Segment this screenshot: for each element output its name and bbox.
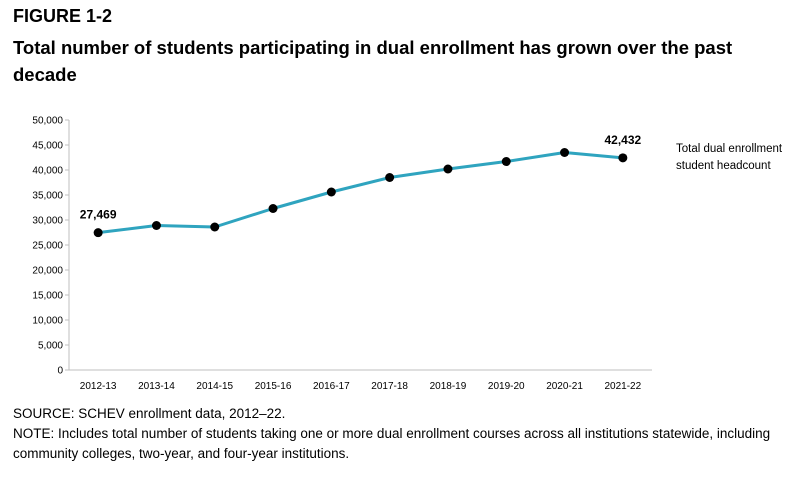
data-point [268,204,278,213]
x-axis-ticks: 2012-13 2013-14 2014-15 2015-16 2016-17 2017-… [80,381,642,392]
chart-axes [68,120,652,371]
y-tick-label: 0 [57,366,63,377]
data-labels: 27,469 42,432 [80,133,642,222]
data-point [618,153,628,163]
data-point [210,222,220,232]
y-tick-label: 45,000 [32,141,63,152]
legend: Total dual enrollment student headcount [676,143,783,172]
y-tick-label: 40,000 [32,166,63,177]
data-point [151,221,161,230]
y-tick-label: 20,000 [32,266,63,277]
x-tick-label: 2016-17 [313,381,350,392]
figure-label: FIGURE 1-2 [13,6,113,26]
x-tick-label: 2020-21 [546,381,583,392]
line-chart: 0 5,000 10,000 15,000 20,000 25,000 30,000 35,0… [32,116,783,393]
y-tick-label: 5,000 [38,341,63,352]
x-tick-label: 2014-15 [196,381,233,392]
x-tick-label: 2017-18 [371,381,408,392]
data-point [443,164,453,174]
x-tick-label: 2018-19 [430,381,467,392]
series-line [97,151,623,235]
x-tick-label: 2021-22 [604,381,641,392]
legend-label: Total dual enrollment [676,143,783,155]
y-tick-label: 15,000 [32,291,63,302]
data-point [93,228,103,238]
data-point [385,173,395,182]
y-tick-label: 50,000 [32,116,63,127]
data-label: 27,469 [80,208,117,222]
y-axis-ticks: 0 5,000 10,000 15,000 20,000 25,000 30,000 35,0… [32,116,69,377]
data-point [501,157,511,166]
chart-title: Total number of students participating i… [13,37,733,85]
x-tick-label: 2013-14 [138,381,175,392]
note-text: NOTE: Includes total number of students … [13,426,771,461]
x-tick-label: 2012-13 [80,381,117,392]
y-tick-label: 30,000 [32,216,63,227]
y-tick-label: 35,000 [32,191,63,202]
data-point [560,148,570,157]
data-label: 42,432 [604,133,641,147]
data-point [326,187,336,197]
footer: SOURCE: SCHEV enrollment data, 2012–22. … [13,404,793,464]
y-tick-label: 25,000 [32,241,63,252]
x-tick-label: 2019-20 [488,381,525,392]
x-tick-label: 2015-16 [255,381,292,392]
y-tick-label: 10,000 [32,316,63,327]
legend-label: student headcount [676,160,771,172]
source-note: SOURCE: SCHEV enrollment data, 2012–22. [13,406,286,421]
series-group [93,148,628,238]
